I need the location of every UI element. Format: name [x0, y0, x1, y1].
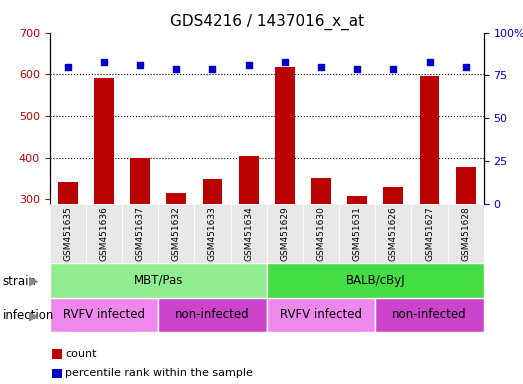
Bar	[448, 204, 484, 263]
Bar	[412, 204, 448, 263]
Text: non-infected: non-infected	[392, 308, 467, 321]
Bar	[94, 78, 114, 204]
Text: GSM451626: GSM451626	[389, 207, 398, 261]
Text: GSM451630: GSM451630	[316, 207, 325, 262]
Bar	[166, 193, 186, 204]
Bar	[311, 178, 331, 204]
Bar	[122, 204, 158, 263]
Text: count: count	[65, 349, 97, 359]
Point	[208, 65, 217, 71]
Bar	[50, 263, 267, 298]
Bar	[202, 179, 222, 204]
Bar	[58, 182, 78, 204]
Text: GSM451632: GSM451632	[172, 207, 181, 261]
Bar	[231, 204, 267, 263]
Bar	[158, 204, 195, 263]
Text: GSM451635: GSM451635	[63, 207, 72, 262]
Text: GSM451628: GSM451628	[461, 207, 470, 261]
Text: GSM451627: GSM451627	[425, 207, 434, 261]
Point	[425, 59, 434, 65]
Bar	[419, 76, 439, 204]
Bar	[195, 204, 231, 263]
Text: GSM451633: GSM451633	[208, 207, 217, 262]
Bar	[86, 204, 122, 263]
Point	[136, 62, 144, 68]
Point	[172, 65, 180, 71]
Bar	[50, 298, 158, 332]
Text: GSM451634: GSM451634	[244, 207, 253, 261]
Bar	[303, 204, 339, 263]
Title: GDS4216 / 1437016_x_at: GDS4216 / 1437016_x_at	[169, 14, 364, 30]
Text: ▶: ▶	[29, 309, 38, 322]
Text: BALB/cByJ: BALB/cByJ	[345, 274, 405, 287]
Text: GSM451631: GSM451631	[353, 207, 362, 262]
Bar	[456, 167, 475, 204]
Bar	[267, 298, 375, 332]
Point	[389, 65, 397, 71]
Text: percentile rank within the sample: percentile rank within the sample	[65, 368, 253, 378]
Bar	[130, 158, 150, 204]
Text: MBT/Pas: MBT/Pas	[133, 274, 183, 287]
Point	[100, 59, 108, 65]
Bar	[267, 204, 303, 263]
Point	[244, 62, 253, 68]
Text: GSM451629: GSM451629	[280, 207, 289, 261]
Text: GSM451636: GSM451636	[99, 207, 108, 262]
Text: RVFV infected: RVFV infected	[63, 308, 145, 321]
Text: infection: infection	[3, 309, 54, 322]
Bar	[267, 263, 484, 298]
Point	[353, 65, 361, 71]
Bar	[275, 67, 295, 204]
Text: strain: strain	[3, 275, 37, 288]
Point	[461, 64, 470, 70]
Text: RVFV infected: RVFV infected	[280, 308, 362, 321]
Point	[317, 64, 325, 70]
Point	[64, 64, 72, 70]
Bar	[339, 204, 375, 263]
Bar	[238, 156, 258, 204]
Bar	[383, 187, 403, 204]
Bar	[158, 298, 267, 332]
Text: ▶: ▶	[29, 275, 38, 288]
Bar	[375, 298, 484, 332]
Text: GSM451637: GSM451637	[135, 207, 145, 262]
Bar	[347, 197, 367, 204]
Bar	[375, 204, 412, 263]
Bar	[50, 204, 86, 263]
Text: non-infected: non-infected	[175, 308, 250, 321]
Point	[281, 59, 289, 65]
